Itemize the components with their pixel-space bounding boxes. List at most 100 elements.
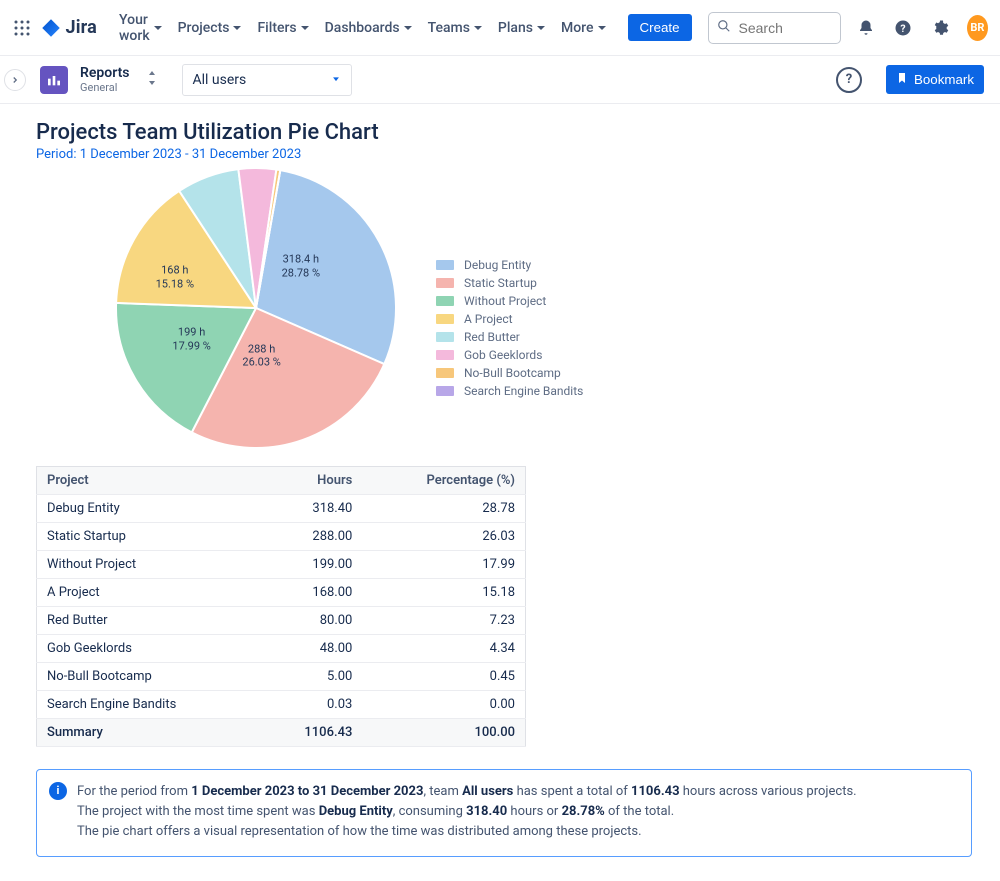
legend-label: Static Startup <box>464 276 537 290</box>
legend-item[interactable]: Red Butter <box>436 330 583 344</box>
reports-badge-icon <box>40 66 68 94</box>
table-cell: Red Butter <box>37 607 261 635</box>
legend-swatch <box>436 350 454 360</box>
legend-swatch <box>436 296 454 306</box>
info-line-3: The pie chart offers a visual representa… <box>77 822 957 842</box>
create-button[interactable]: Create <box>628 14 692 41</box>
legend-item[interactable]: Without Project <box>436 294 583 308</box>
table-header-cell[interactable]: Percentage (%) <box>362 467 525 495</box>
search-input[interactable] <box>737 19 832 37</box>
legend-swatch <box>436 260 454 270</box>
sub-header: Reports General All users ? Bookmark <box>0 56 1000 104</box>
legend-item[interactable]: Static Startup <box>436 276 583 290</box>
report-section-subtitle: General <box>80 81 130 94</box>
product-name: Jira <box>65 17 97 38</box>
info-line-2: The project with the most time spent was… <box>77 802 957 822</box>
period-label: Period: 1 December 2023 - 31 December 20… <box>36 147 972 162</box>
content-area: Projects Team Utilization Pie Chart Peri… <box>0 104 1000 881</box>
bookmark-icon <box>896 71 908 88</box>
legend-item[interactable]: A Project <box>436 312 583 326</box>
legend-label: No-Bull Bootcamp <box>464 366 561 380</box>
legend-label: Without Project <box>464 294 546 308</box>
legend-label: Search Engine Bandits <box>464 384 583 398</box>
breadcrumb-sort-icon[interactable] <box>146 70 158 90</box>
legend-label: Debug Entity <box>464 258 531 272</box>
nav-link-your-work[interactable]: Your work <box>111 6 170 50</box>
table-cell: 80.00 <box>261 607 363 635</box>
legend-item[interactable]: Debug Entity <box>436 258 583 272</box>
table-cell: Gob Geeklords <box>37 635 261 663</box>
legend-label: Gob Geeklords <box>464 348 542 362</box>
legend-item[interactable]: No-Bull Bootcamp <box>436 366 583 380</box>
svg-text:?: ? <box>900 21 905 34</box>
nav-link-plans[interactable]: Plans <box>490 6 553 50</box>
table-row: Without Project199.0017.99 <box>37 551 526 579</box>
table-row: A Project168.0015.18 <box>37 579 526 607</box>
table-header-cell[interactable]: Project <box>37 467 261 495</box>
jira-logo[interactable]: Jira <box>41 17 97 38</box>
app-switcher-icon[interactable] <box>12 16 31 40</box>
table-row: Red Butter80.007.23 <box>37 607 526 635</box>
table-cell: 0.45 <box>362 663 525 691</box>
table-cell: 26.03 <box>362 523 525 551</box>
user-filter-value: All users <box>193 72 247 88</box>
avatar[interactable]: BR <box>967 15 988 41</box>
table-row: Search Engine Bandits0.030.00 <box>37 691 526 719</box>
table-cell: 48.00 <box>261 635 363 663</box>
table-cell: A Project <box>37 579 261 607</box>
nav-link-more[interactable]: More <box>553 6 614 50</box>
chevron-down-icon <box>331 72 341 88</box>
user-filter-select[interactable]: All users <box>182 64 352 96</box>
legend-swatch <box>436 386 454 396</box>
info-line-1: For the period from 1 December 2023 to 3… <box>77 782 957 802</box>
bookmark-label: Bookmark <box>914 72 974 87</box>
table-cell: Search Engine Bandits <box>37 691 261 719</box>
table-cell: Debug Entity <box>37 495 261 523</box>
nav-link-dashboards[interactable]: Dashboards <box>317 6 420 50</box>
legend-swatch <box>436 314 454 324</box>
help-icon[interactable]: ? <box>891 14 914 42</box>
legend-item[interactable]: Search Engine Bandits <box>436 384 583 398</box>
pie-chart: 318.4 h28.78 %288 h26.03 %199 h17.99 %16… <box>116 168 396 448</box>
table-cell: 199.00 <box>261 551 363 579</box>
report-breadcrumb[interactable]: Reports General <box>80 65 130 95</box>
chart-legend: Debug Entity Static Startup Without Projec… <box>436 258 583 398</box>
legend-label: A Project <box>464 312 513 326</box>
bookmark-button[interactable]: Bookmark <box>886 65 984 94</box>
table-cell: 168.00 <box>261 579 363 607</box>
table-cell: 17.99 <box>362 551 525 579</box>
nav-link-projects[interactable]: Projects <box>170 6 250 50</box>
sidebar-expand-icon[interactable] <box>4 69 26 91</box>
search-box[interactable] <box>708 12 841 44</box>
table-row: No-Bull Bootcamp5.000.45 <box>37 663 526 691</box>
table-cell: 28.78 <box>362 495 525 523</box>
table-cell: 15.18 <box>362 579 525 607</box>
legend-swatch <box>436 332 454 342</box>
table-cell: 4.34 <box>362 635 525 663</box>
nav-link-teams[interactable]: Teams <box>420 6 490 50</box>
table-cell: 0.00 <box>362 691 525 719</box>
legend-item[interactable]: Gob Geeklords <box>436 348 583 362</box>
info-icon: i <box>49 782 67 800</box>
table-cell: 288.00 <box>261 523 363 551</box>
table-row: Debug Entity318.4028.78 <box>37 495 526 523</box>
nav-link-filters[interactable]: Filters <box>249 6 316 50</box>
report-help-icon[interactable]: ? <box>836 67 862 93</box>
notifications-icon[interactable] <box>855 14 878 42</box>
legend-label: Red Butter <box>464 330 520 344</box>
table-cell: No-Bull Bootcamp <box>37 663 261 691</box>
table-cell: Static Startup <box>37 523 261 551</box>
report-section-title: Reports <box>80 65 130 82</box>
legend-swatch <box>436 368 454 378</box>
table-cell: 318.40 <box>261 495 363 523</box>
chart-area: 318.4 h28.78 %288 h26.03 %199 h17.99 %16… <box>116 168 972 448</box>
table-cell: 5.00 <box>261 663 363 691</box>
table-row: Gob Geeklords48.004.34 <box>37 635 526 663</box>
page-title: Projects Team Utilization Pie Chart <box>36 120 972 145</box>
data-table: ProjectHoursPercentage (%) Debug Entity3… <box>36 466 526 747</box>
search-icon <box>717 19 731 37</box>
table-header-cell[interactable]: Hours <box>261 467 363 495</box>
table-cell: Without Project <box>37 551 261 579</box>
settings-icon[interactable] <box>928 14 951 42</box>
summary-info-box: i For the period from 1 December 2023 to… <box>36 769 972 857</box>
